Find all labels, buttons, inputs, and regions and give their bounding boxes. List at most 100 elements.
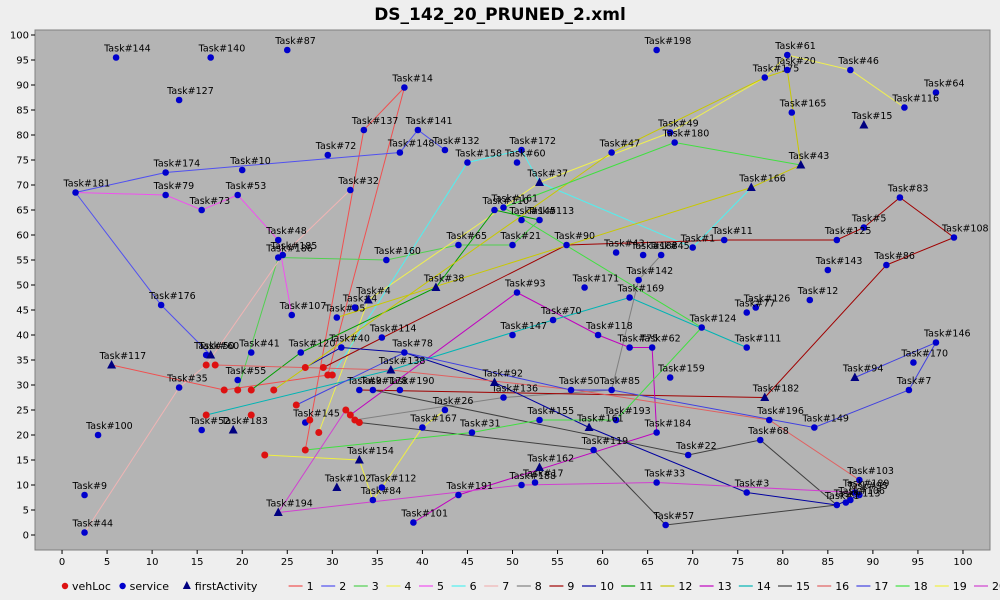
point-label: Task#31 — [459, 419, 501, 430]
first-activity-point — [363, 295, 373, 304]
x-tick-label: 90 — [867, 557, 880, 568]
service-point — [369, 496, 377, 504]
point-label: Task#35 — [166, 374, 208, 385]
service-point — [513, 289, 521, 296]
y-tick-label: 60 — [16, 231, 29, 242]
legend-label: service — [130, 580, 170, 593]
service-point — [671, 139, 678, 146]
first-activity-point — [796, 160, 806, 169]
service-point — [743, 489, 751, 496]
point-label: Task#86 — [873, 251, 915, 262]
service-point — [531, 479, 539, 486]
y-axis: 0 5 10 15 20 25 30 35 40 45 50 55 60 65 70 75 80 85 90 95 10… — [10, 31, 35, 542]
route-line-9 — [323, 196, 956, 399]
point-label: Task#161 — [576, 414, 624, 425]
route-line-3 — [237, 219, 540, 391]
point-label: Task#125 — [824, 226, 872, 237]
service-point — [847, 66, 854, 74]
service-point — [932, 339, 940, 346]
legend-label: firstActivity — [195, 580, 258, 593]
point-label: Task#183 — [220, 416, 268, 427]
vehicle-location-point — [202, 361, 210, 369]
point-label: Task#4 — [355, 286, 391, 297]
legend-label: 16 — [835, 580, 849, 593]
service-point — [500, 204, 507, 211]
vehicle-location-point — [346, 411, 354, 419]
legend-label: 5 — [437, 580, 444, 593]
point-label: Task#174 — [153, 159, 201, 170]
service-point — [288, 311, 296, 319]
route-line-19 — [264, 409, 446, 502]
point-label: Task#79 — [153, 181, 195, 192]
service-point — [500, 394, 507, 401]
point-label: Task#21 — [500, 231, 542, 242]
point-label: Task#43 — [603, 239, 645, 250]
y-tick-label: 20 — [16, 431, 29, 442]
route-line-6 — [331, 149, 752, 376]
service-point — [653, 429, 660, 436]
point-label: Task#136 — [490, 384, 538, 395]
point-label: Task#113 — [527, 206, 575, 217]
point-label: Task#50 — [193, 341, 235, 352]
point-label: Task#147 — [500, 321, 548, 332]
legend-label: 3 — [372, 580, 379, 593]
first-activity-point — [584, 422, 594, 431]
point-label: Task#169 — [617, 284, 665, 295]
first-activity-point — [431, 282, 441, 291]
point-label: Task#181 — [63, 179, 111, 190]
service-point — [455, 491, 462, 499]
point-label: Task#117 — [99, 351, 147, 362]
vehicle-location-point — [301, 446, 309, 454]
service-point — [333, 314, 341, 321]
point-label: Task#106 — [837, 486, 885, 497]
point-label: Task#143 — [815, 256, 863, 267]
service-point — [518, 481, 525, 489]
first-activity-point — [535, 177, 545, 186]
y-tick-label: 40 — [16, 331, 29, 342]
point-label: Task#102 — [324, 474, 372, 485]
service-point — [234, 376, 242, 384]
point-label: Task#198 — [644, 36, 692, 47]
y-tick-label: 70 — [16, 181, 29, 192]
service-point — [369, 386, 377, 394]
point-label: Task#32 — [337, 176, 379, 187]
y-tick-label: 85 — [16, 106, 29, 117]
service-point — [689, 244, 696, 251]
point-label: Task#112 — [369, 474, 417, 485]
point-label: Task#48 — [265, 226, 307, 237]
point-label: Task#190 — [387, 376, 435, 387]
legend-label: 11 — [639, 580, 653, 593]
vehicle-location-point — [319, 364, 327, 371]
x-tick-label: 0 — [59, 557, 65, 568]
point-label: Task#53 — [225, 181, 267, 192]
service-point — [536, 216, 543, 224]
service-point — [468, 429, 476, 436]
service-point — [594, 331, 602, 339]
route-line-4 — [318, 54, 905, 433]
legend-label: 14 — [757, 580, 771, 593]
point-label: Task#95 — [324, 304, 366, 315]
point-label: Task#126 — [743, 294, 791, 305]
service-point — [351, 304, 359, 311]
route-line-1 — [111, 87, 405, 451]
legend-label: 1 — [307, 580, 314, 593]
point-label: Task#22 — [675, 441, 717, 452]
vehicle-location-point — [211, 361, 219, 369]
vehicle-location-point — [301, 364, 309, 371]
service-point — [635, 276, 642, 284]
service-point — [626, 294, 633, 301]
service-point — [653, 479, 660, 486]
service-point — [657, 251, 665, 259]
service-point — [234, 191, 242, 199]
point-label: Task#145 — [509, 206, 557, 217]
service-point — [81, 491, 88, 499]
legend-label: 15 — [796, 580, 810, 593]
point-label: Task#140 — [198, 44, 246, 55]
point-label: Task#78 — [391, 339, 433, 350]
y-tick-label: 25 — [16, 406, 29, 417]
point-label: Task#72 — [315, 141, 357, 152]
point-label: Task#118 — [585, 321, 633, 332]
y-tick-label: 35 — [16, 356, 29, 367]
legend-label: 7 — [502, 580, 509, 593]
